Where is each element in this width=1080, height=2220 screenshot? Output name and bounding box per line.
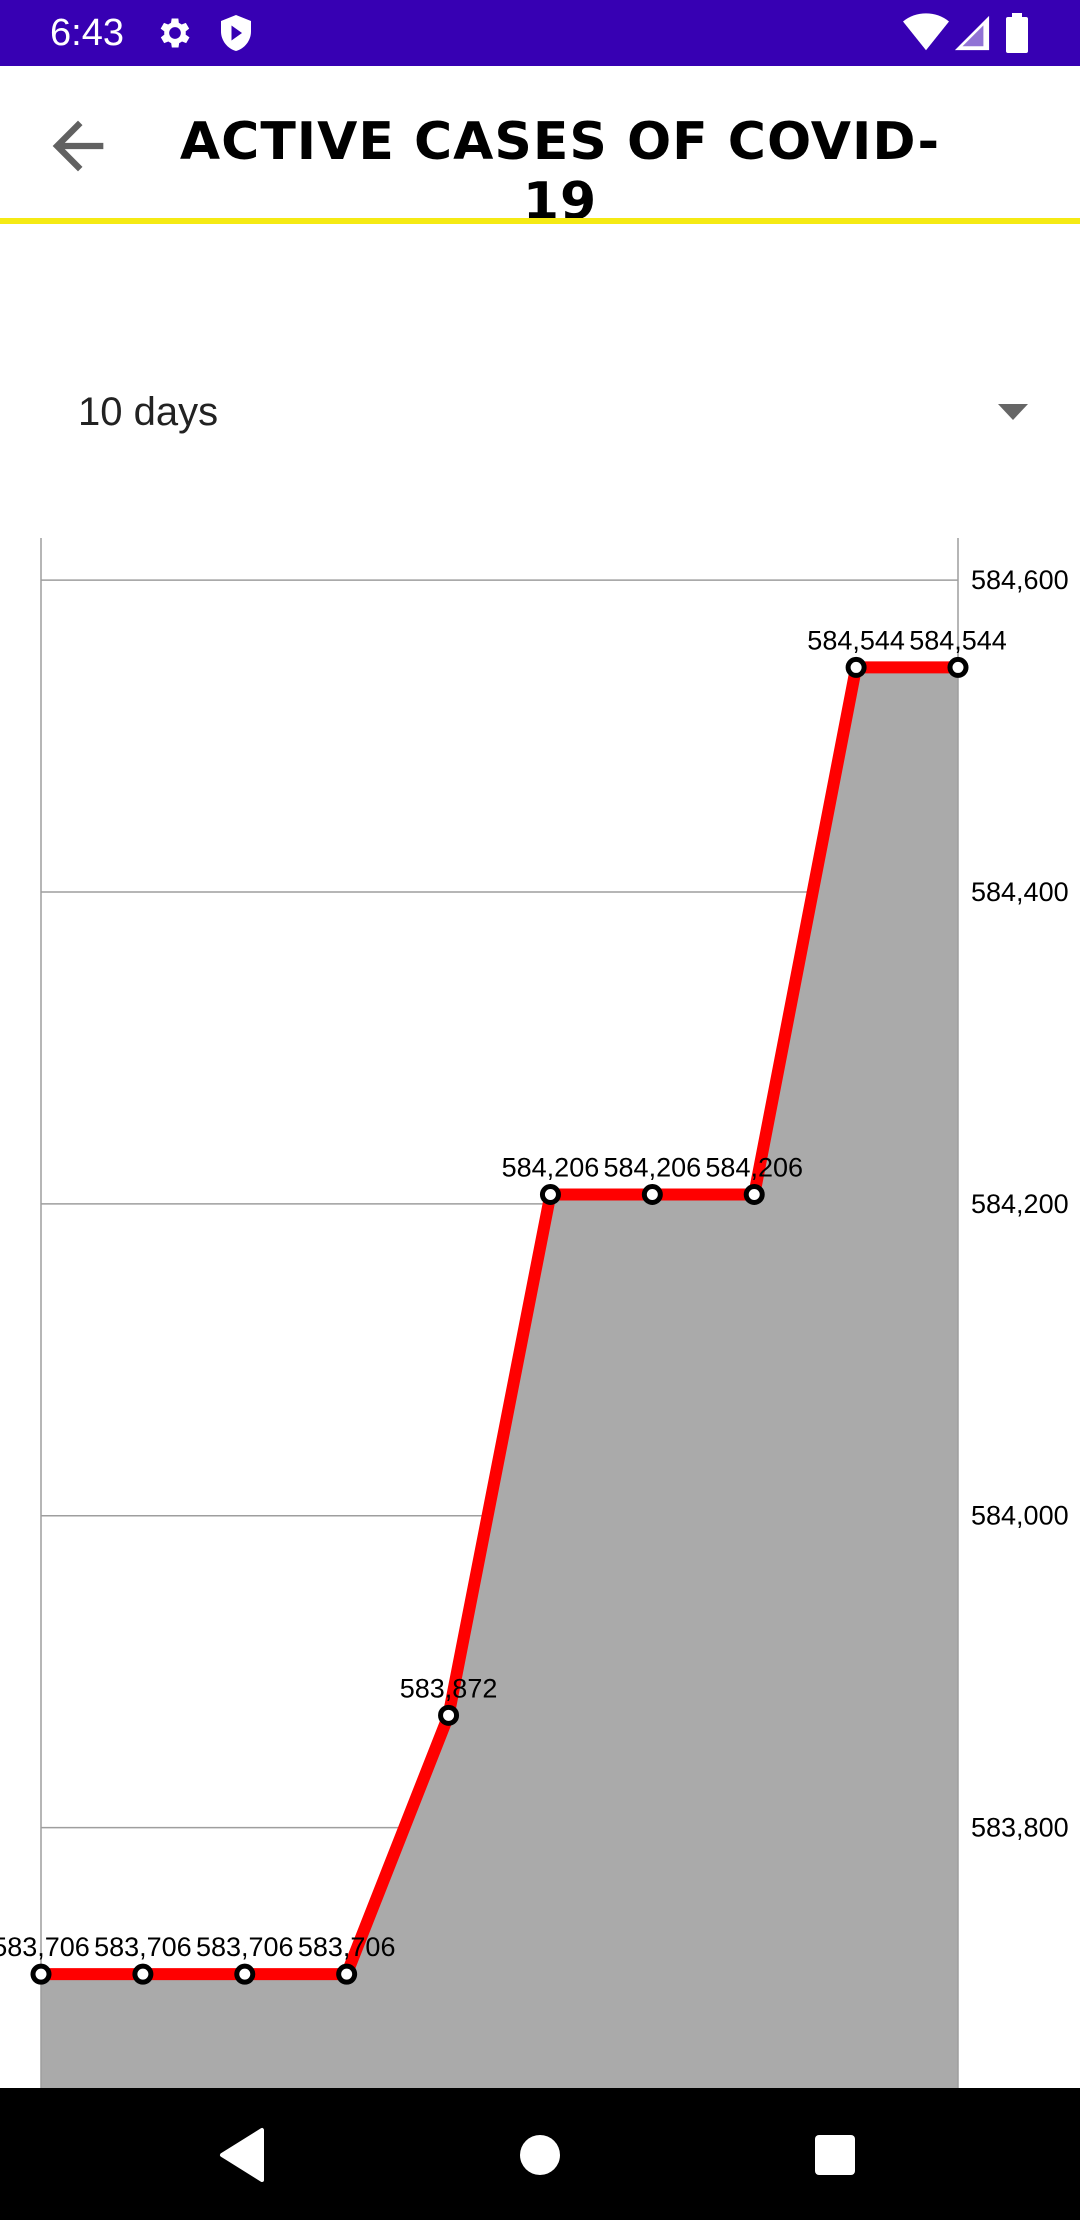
y-tick-label: 584,400 (971, 877, 1069, 907)
y-tick-label: 584,600 (971, 565, 1069, 595)
series-line (41, 661, 958, 1981)
data-point-label: 583,706 (94, 1932, 192, 1962)
wifi-icon (903, 13, 949, 51)
nav-back-icon (220, 2128, 264, 2182)
data-point-label: 584,206 (502, 1152, 600, 1182)
data-point-marker (539, 1183, 561, 1205)
settings-icon (160, 18, 190, 48)
arrow-back-icon (52, 120, 104, 172)
nav-home-icon (520, 2135, 560, 2175)
area-fill (41, 667, 958, 2088)
nav-recents-icon (815, 2135, 855, 2175)
period-dropdown-value: 10 days (78, 390, 219, 434)
data-point-marker (438, 1704, 460, 1726)
status-time: 6:43 (50, 12, 124, 54)
data-point-label: 583,706 (298, 1932, 396, 1962)
active-cases-chart: 583,706 583,706 583,706 583,706583,872584,2… (0, 538, 1069, 2088)
page-title: ACTIVE CASES OF COVID-19 (179, 112, 941, 232)
dropdown-triangle-icon (998, 404, 1028, 420)
back-button[interactable] (40, 108, 116, 184)
title-underline (0, 218, 1080, 224)
navigation-bar (0, 2088, 1080, 2220)
nav-home-button[interactable] (495, 2110, 585, 2200)
period-dropdown[interactable]: 10 days (0, 360, 1080, 470)
data-point-marker (30, 1963, 52, 1985)
data-point-label: 584,544 (909, 625, 1007, 655)
status-bar: 6:43 (0, 0, 1080, 66)
data-point-marker (336, 1963, 358, 1985)
data-point-label: 584,206 (604, 1152, 702, 1182)
nav-recents-button[interactable] (790, 2110, 880, 2200)
data-point-label: 583,706 (0, 1932, 90, 1962)
data-point-label: 583,706 (196, 1932, 294, 1962)
nav-back-button[interactable] (200, 2110, 290, 2200)
data-point-marker (947, 656, 969, 678)
y-tick-label: 584,000 (971, 1501, 1069, 1531)
data-point-marker (641, 1183, 663, 1205)
data-point-label: 583,872 (400, 1673, 498, 1703)
data-point-marker (132, 1963, 154, 1985)
shield-icon (221, 15, 251, 51)
data-point-label: 584,206 (705, 1152, 803, 1182)
data-point-label: 584,544 (807, 625, 905, 655)
data-point-marker (743, 1183, 765, 1205)
y-tick-label: 583,800 (971, 1813, 1069, 1843)
app-bar: ACTIVE CASES OF COVID-19 (0, 66, 1080, 232)
signal-icon (954, 15, 990, 51)
y-tick-label: 584,200 (971, 1189, 1069, 1219)
battery-icon (1006, 13, 1028, 53)
data-point-marker (845, 656, 867, 678)
data-point-marker (234, 1963, 256, 1985)
